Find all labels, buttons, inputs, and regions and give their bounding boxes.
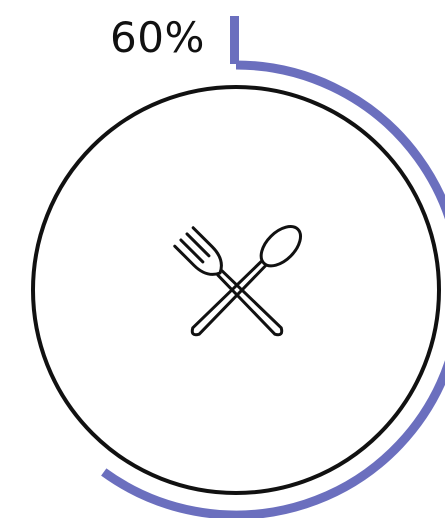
- progress-arc: [101, 60, 445, 518]
- plate-circle: [31, 85, 441, 495]
- progress-percent-label: 60%: [110, 13, 205, 62]
- progress-start-tick: [230, 16, 239, 64]
- fork-and-spoon-icon: [173, 225, 302, 337]
